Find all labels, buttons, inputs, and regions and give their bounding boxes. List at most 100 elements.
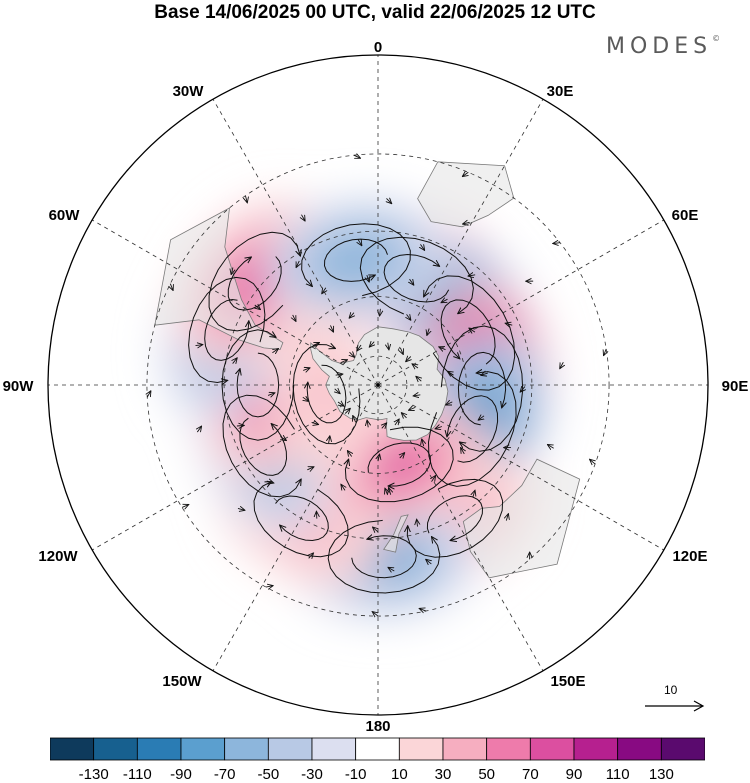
wind-arrow bbox=[303, 397, 309, 401]
wind-arrow bbox=[553, 243, 561, 244]
wind-arrow bbox=[312, 343, 319, 346]
meridian-line bbox=[377, 384, 544, 671]
wind-arrow bbox=[385, 488, 388, 496]
streamline bbox=[301, 223, 411, 297]
streamline bbox=[457, 351, 505, 426]
wind-arrow bbox=[389, 488, 391, 495]
colorbar-tick-label: 90 bbox=[566, 766, 583, 783]
streamlines bbox=[147, 155, 606, 616]
longitude-label-60e: 60E bbox=[671, 207, 699, 224]
wind-arrow bbox=[388, 567, 395, 571]
wind-arrow bbox=[322, 287, 326, 294]
wind-arrow bbox=[267, 393, 275, 395]
longitude-label-0: 0 bbox=[373, 39, 383, 56]
wind-arrow bbox=[378, 454, 380, 462]
colorbar-tick-label: -130 bbox=[79, 766, 109, 783]
colorbar-swatch bbox=[136, 737, 182, 761]
colorbar-tick-label: -30 bbox=[301, 766, 323, 783]
wind-arrow bbox=[265, 586, 273, 587]
wind-arrow bbox=[463, 222, 470, 224]
wind-arrow bbox=[303, 368, 310, 370]
wind-arrow bbox=[380, 308, 381, 316]
wind-arrow bbox=[301, 214, 304, 221]
reference-vector-icon bbox=[645, 700, 705, 712]
brand-logo: MODES© bbox=[606, 34, 720, 59]
wind-arrow bbox=[340, 360, 347, 363]
wind-arrow bbox=[427, 328, 429, 336]
brand-mark: © bbox=[712, 34, 721, 43]
streamline bbox=[383, 253, 450, 303]
colorbar-swatch bbox=[311, 737, 357, 761]
wind-arrow bbox=[358, 239, 362, 245]
wind-arrow bbox=[420, 244, 424, 250]
wind-arrow bbox=[413, 395, 421, 396]
wind-arrow bbox=[372, 612, 378, 616]
streamline bbox=[221, 329, 295, 441]
streamline bbox=[204, 298, 249, 361]
wind-arrow bbox=[349, 313, 354, 318]
streamline bbox=[407, 478, 504, 558]
land-outline bbox=[383, 514, 409, 553]
streamline bbox=[447, 395, 499, 463]
wind-arrow bbox=[417, 520, 418, 527]
meridian-line bbox=[377, 384, 664, 551]
wind-arrow bbox=[505, 323, 513, 325]
wind-arrow bbox=[373, 527, 378, 532]
longitude-label-120w: 120W bbox=[38, 548, 78, 565]
meridian-line bbox=[212, 99, 379, 386]
wind-arrow bbox=[409, 407, 416, 410]
land-outline bbox=[154, 207, 284, 350]
land-outline bbox=[417, 161, 515, 228]
pole-marker bbox=[376, 383, 380, 387]
wind-arrow bbox=[520, 387, 525, 392]
wind-arrow bbox=[293, 314, 296, 321]
graticule bbox=[48, 55, 708, 715]
colorbar-swatch bbox=[50, 737, 95, 761]
map-boundary bbox=[47, 54, 709, 716]
wind-arrow bbox=[463, 172, 469, 176]
wind-arrow bbox=[195, 345, 203, 346]
wind-arrow bbox=[441, 299, 448, 302]
wind-arrow bbox=[388, 342, 389, 350]
wind-arrow bbox=[349, 352, 354, 357]
wind-arrow bbox=[407, 314, 411, 320]
colorbar-swatch bbox=[398, 737, 444, 761]
wind-arrow bbox=[309, 553, 314, 558]
wind-arrow bbox=[236, 425, 244, 426]
wind-arrow bbox=[170, 283, 173, 290]
wind-arrow bbox=[402, 413, 407, 418]
wind-arrow bbox=[422, 439, 424, 447]
colorbar-tick-label: 50 bbox=[478, 766, 495, 783]
meridian-line bbox=[377, 99, 544, 386]
wind-arrow bbox=[357, 345, 361, 351]
colorbar-swatch bbox=[529, 737, 575, 761]
wind-arrow bbox=[473, 491, 475, 498]
colorbar-swatch bbox=[267, 737, 313, 761]
colorbar: -130 -110 -90 -70 -50 -30 -10 10 30 50 70 90 110 130 bbox=[50, 737, 705, 783]
wind-arrow bbox=[341, 485, 345, 491]
wind-arrow bbox=[560, 362, 563, 368]
wind-arrow bbox=[338, 402, 344, 406]
streamline bbox=[188, 276, 266, 382]
wind-arrow bbox=[478, 416, 484, 420]
wind-arrow bbox=[369, 342, 374, 347]
wind-arrow bbox=[353, 416, 356, 423]
wind-arrow bbox=[435, 426, 443, 428]
brand-name: MODES bbox=[606, 34, 713, 59]
meridian-line bbox=[92, 219, 379, 386]
wind-arrow bbox=[604, 348, 607, 356]
colorbar-swatch bbox=[617, 737, 662, 761]
colorbar-tick-label: -10 bbox=[345, 766, 367, 783]
colorbar-tick-label: 10 bbox=[391, 766, 408, 783]
wind-arrow bbox=[266, 481, 274, 483]
colorbar-tick-label: 30 bbox=[435, 766, 452, 783]
wind-arrow bbox=[147, 391, 150, 398]
wind-arrow bbox=[506, 514, 508, 521]
longitude-label-120e: 120E bbox=[672, 548, 708, 565]
wind-arrow bbox=[410, 279, 414, 285]
streamline bbox=[440, 325, 524, 452]
colorbar-swatch bbox=[93, 737, 138, 761]
streamline bbox=[323, 238, 388, 282]
wind-arrow bbox=[237, 508, 245, 510]
